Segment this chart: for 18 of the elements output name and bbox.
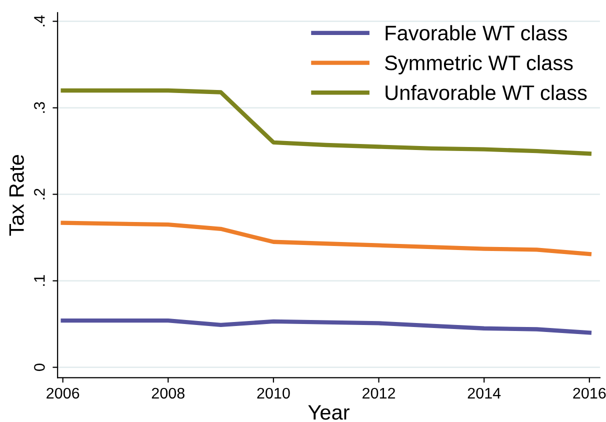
x-tick-label: 2014 xyxy=(468,388,501,399)
y-tick-label: .1 xyxy=(34,275,45,286)
y-tick-label: 0 xyxy=(34,364,45,371)
line-series xyxy=(60,220,592,256)
legend-label: Symmetric WT class xyxy=(384,54,573,74)
line-series xyxy=(60,318,592,335)
x-tick-label: 2016 xyxy=(573,388,606,399)
x-tick-label: 2008 xyxy=(152,388,184,399)
x-tick-label: 2012 xyxy=(362,388,396,399)
x-tick-label: 2006 xyxy=(46,388,80,399)
y-tick-label: .4 xyxy=(34,15,45,26)
x-axis-title: Year xyxy=(308,405,350,420)
legend-label: Unfavorable WT class xyxy=(386,84,587,100)
y-tick-label: .3 xyxy=(34,102,45,113)
legend-label: Favorable WT class xyxy=(386,25,568,40)
y-axis-title: Tax Rate xyxy=(9,154,24,236)
x-tick-label: 2010 xyxy=(257,388,290,399)
y-tick-label: .2 xyxy=(34,188,45,200)
